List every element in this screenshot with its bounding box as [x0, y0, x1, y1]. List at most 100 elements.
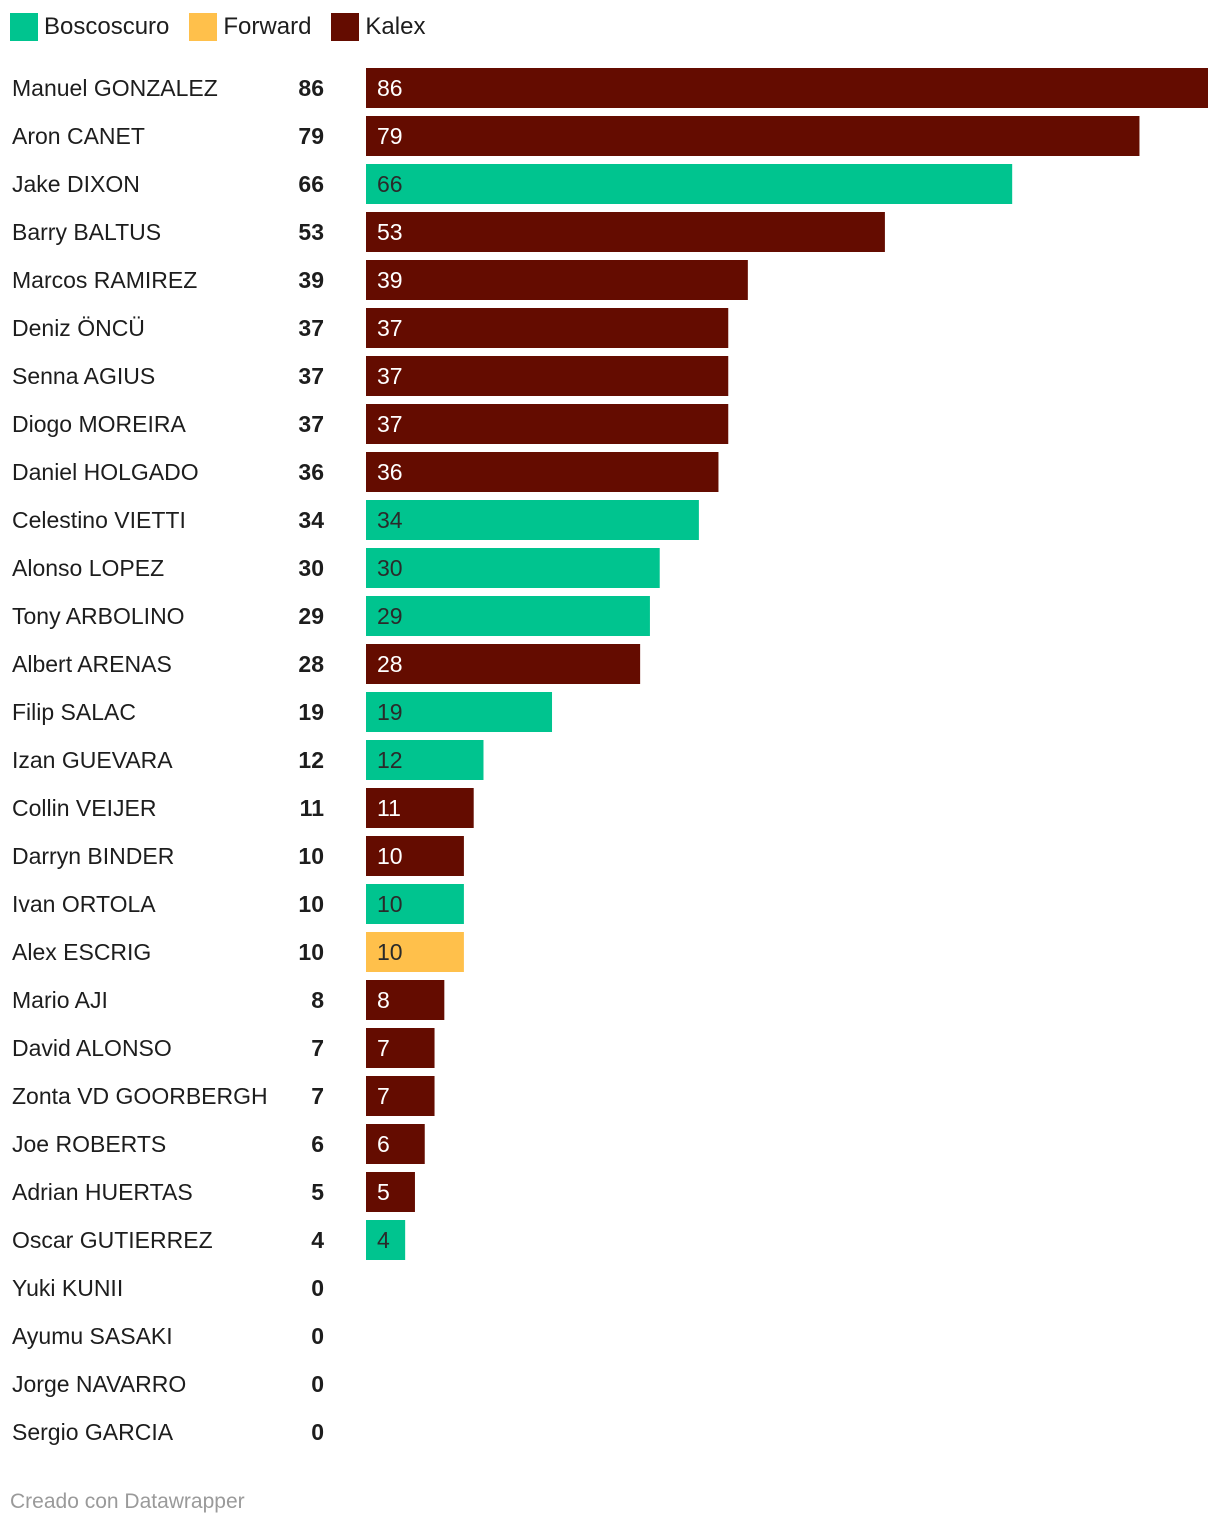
legend-item-boscoscuro: Boscoscuro: [10, 13, 169, 41]
footer-credit: Creado con Datawrapper: [10, 1490, 245, 1513]
bar: [366, 980, 445, 1020]
value-column-label: 10: [298, 939, 324, 965]
category-label: Deniz ÖNCÜ: [12, 315, 145, 341]
category-label: Celestino VIETTI: [12, 507, 186, 533]
bar: [366, 740, 484, 780]
value-column-label: 53: [298, 219, 324, 245]
bar-data-label: 66: [377, 171, 403, 197]
value-column-label: 66: [298, 171, 324, 197]
category-label: Sergio GARCIA: [12, 1419, 174, 1445]
bar-data-label: 37: [377, 411, 403, 437]
category-label: Diogo MOREIRA: [12, 411, 186, 437]
bar-data-label: 30: [377, 555, 403, 581]
category-label: Marcos RAMIREZ: [12, 267, 197, 293]
bar: [366, 164, 1013, 204]
legend-label-boscoscuro: Boscoscuro: [44, 13, 170, 40]
bar: [366, 356, 729, 396]
bar-data-label: 4: [377, 1227, 390, 1253]
value-column-label: 34: [298, 507, 324, 533]
bar: [366, 788, 474, 828]
category-label: Ivan ORTOLA: [12, 891, 156, 917]
category-label: Yuki KUNII: [12, 1275, 123, 1301]
bar: [366, 1076, 435, 1116]
value-column-label: 19: [298, 699, 324, 725]
bar: [366, 1220, 406, 1260]
category-label: Jorge NAVARRO: [12, 1371, 186, 1397]
bar-data-label: 37: [377, 363, 403, 389]
value-column-label: 11: [300, 795, 325, 821]
bar: [366, 1124, 425, 1164]
bar-data-label: 10: [377, 891, 403, 917]
value-column-label: 4: [311, 1227, 324, 1253]
value-column-label: 86: [298, 75, 324, 101]
value-column-label: 7: [311, 1083, 324, 1109]
category-label: Oscar GUTIERREZ: [12, 1227, 213, 1253]
bar: [366, 1028, 435, 1068]
bar: [366, 212, 885, 252]
bar: [366, 884, 464, 924]
category-label: Manuel GONZALEZ: [12, 75, 218, 101]
bar-data-label: 7: [377, 1083, 390, 1109]
bar: [366, 68, 1208, 108]
bar-data-label: 8: [377, 987, 390, 1013]
bar-data-label: 19: [377, 699, 403, 725]
category-label: Jake DIXON: [12, 171, 140, 197]
bar: [366, 260, 748, 300]
value-column-label: 5: [311, 1179, 324, 1205]
value-column-label: 0: [311, 1419, 324, 1445]
bar-data-label: 10: [377, 939, 403, 965]
value-column-label: 6: [311, 1131, 324, 1157]
bar: [366, 308, 729, 348]
bar-data-label: 11: [377, 795, 401, 821]
value-column-label: 28: [298, 651, 324, 677]
category-label: David ALONSO: [12, 1035, 172, 1061]
category-label: Izan GUEVARA: [12, 747, 173, 773]
value-column-label: 0: [311, 1275, 324, 1301]
bar: [366, 452, 719, 492]
category-label: Zonta VD GOORBERGH: [12, 1083, 268, 1109]
value-column-label: 39: [298, 267, 324, 293]
bar-data-label: 12: [377, 747, 403, 773]
category-label: Joe ROBERTS: [12, 1131, 166, 1157]
legend-swatch-forward: [189, 13, 218, 41]
category-label: Filip SALAC: [12, 699, 136, 725]
category-label: Barry BALTUS: [12, 219, 161, 245]
value-column-label: 79: [298, 123, 324, 149]
bar-data-label: 79: [377, 123, 403, 149]
category-label: Collin VEIJER: [12, 795, 156, 821]
value-column-label: 30: [298, 555, 324, 581]
legend-item-kalex: Kalex: [331, 13, 425, 41]
bar-data-label: 39: [377, 267, 403, 293]
value-column-label: 37: [298, 411, 324, 437]
bar: [366, 932, 464, 972]
bar: [366, 644, 641, 684]
bar-data-label: 34: [377, 507, 403, 533]
value-column-label: 29: [298, 603, 324, 629]
category-label: Tony ARBOLINO: [12, 603, 185, 629]
category-label: Ayumu SASAKI: [12, 1323, 173, 1349]
category-label: Adrian HUERTAS: [12, 1179, 193, 1205]
bar: [366, 548, 660, 588]
chart-legend: Boscoscuro Forward Kalex: [10, 12, 445, 42]
legend-label-kalex: Kalex: [365, 13, 426, 40]
bar: [366, 692, 553, 732]
bar-data-label: 7: [377, 1035, 390, 1061]
value-column-label: 12: [298, 747, 324, 773]
category-label: Darryn BINDER: [12, 843, 174, 869]
bar-data-label: 10: [377, 843, 403, 869]
bar-data-label: 53: [377, 219, 403, 245]
bar: [366, 404, 729, 444]
category-label: Alonso LOPEZ: [12, 555, 164, 581]
bar: [366, 116, 1140, 156]
value-column-label: 36: [298, 459, 324, 485]
legend-swatch-kalex: [331, 13, 360, 41]
category-label: Mario AJI: [12, 987, 108, 1013]
category-label: Aron CANET: [12, 123, 145, 149]
bar-data-label: 37: [377, 315, 403, 341]
category-label: Alex ESCRIG: [12, 939, 151, 965]
bar: [366, 500, 699, 540]
category-label: Senna AGIUS: [12, 363, 155, 389]
bar: [366, 1172, 415, 1212]
value-column-label: 0: [311, 1371, 324, 1397]
